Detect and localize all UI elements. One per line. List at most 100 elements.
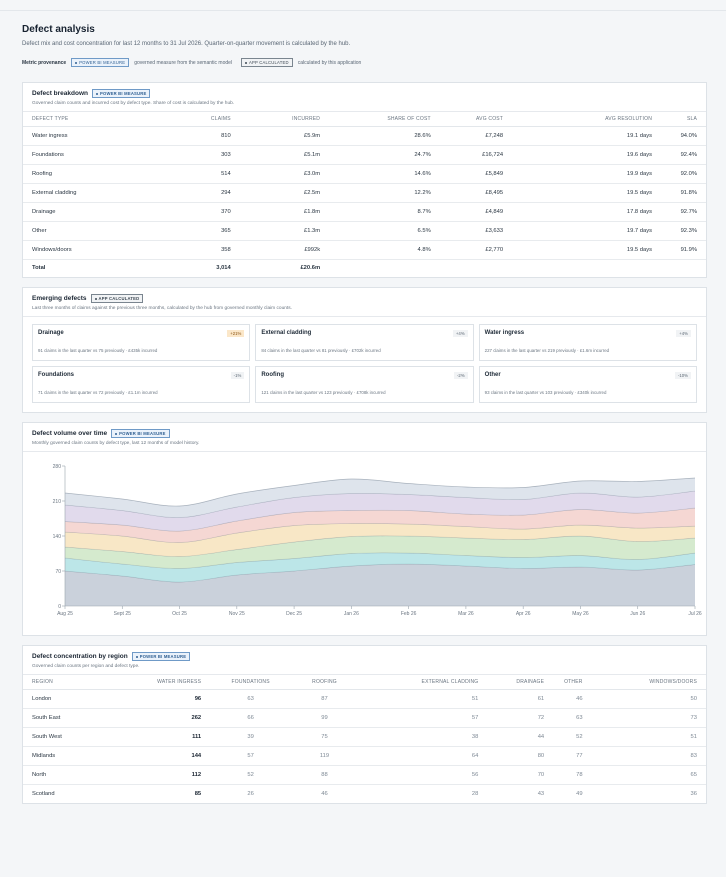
table-cell: 85 (194, 790, 202, 797)
x-tick-label: Nov 25 (229, 611, 245, 617)
table-cell: 83 (588, 746, 706, 766)
table-row: Roofing 514 £3.0m 14.6% £5,849 19.9 days 92.0% (23, 164, 706, 184)
table-cell: 92.3% (657, 221, 706, 241)
table-cell (325, 259, 436, 277)
column-header: CLAIMS (150, 112, 236, 127)
table-cell: Water ingress (23, 126, 151, 146)
table-cell: 28.6% (325, 126, 436, 146)
table-cell: 64 (354, 746, 485, 766)
column-header: DEFECT TYPE (23, 112, 151, 127)
table-cell: 50 (588, 689, 706, 709)
table-row: North 112 52 88 56 70 78 65 (23, 765, 706, 785)
change-badge: -2% (454, 372, 468, 379)
table-cell: 77 (550, 746, 589, 766)
table-cell: 61 (484, 689, 551, 709)
table-cell: 65 (588, 765, 706, 785)
table-row: External cladding 294 £2.5m 12.2% £8,495 19.5… (23, 183, 706, 203)
table-row: Scotland 85 26 46 28 43 49 36 (23, 784, 706, 803)
table-cell: 24.7% (325, 145, 436, 165)
x-tick-label: Jan 26 (344, 611, 359, 617)
badge-label: APP CALCULATED (98, 296, 140, 301)
provenance-label: Metric provenance (22, 59, 67, 66)
table-cell: £5,849 (435, 164, 509, 184)
table-cell: 51 (588, 727, 706, 747)
metric-provenance: Metric provenance POWER BI MEASURE gover… (22, 58, 704, 67)
table-cell (436, 259, 508, 277)
change-badge: -10% (674, 372, 691, 379)
table-row: Water ingress 810 £5.9m 28.6% £7,248 19.1 day… (23, 126, 706, 146)
emerging-item-name: External cladding (261, 330, 312, 336)
table-header-row: REGION WATER INGRESS FOUNDATIONS ROOFING EXT… (23, 675, 706, 690)
table-cell: 63 (550, 708, 589, 728)
table-cell: 73 (588, 708, 706, 728)
table-cell: 8.7% (325, 202, 436, 222)
volume-subtitle: Monthly governed claim counts by defect … (32, 441, 200, 446)
table-cell: 119 (294, 746, 355, 766)
table-cell: 6.5% (325, 221, 436, 241)
table-cell: 294 (150, 183, 236, 203)
table-cell: 3,014 (216, 265, 231, 272)
table-cell: South West (23, 727, 135, 747)
x-tick-label: Aug 25 (57, 611, 73, 617)
table-cell: £2,770 (435, 240, 509, 260)
region-title: Defect concentration by region (32, 653, 128, 660)
emerging-item-name: Roofing (261, 372, 284, 378)
table-cell: 75 (294, 727, 355, 747)
x-tick-label: Jun 26 (630, 611, 645, 617)
column-header: EXTERNAL CLADDING (354, 675, 485, 690)
table-cell: 49 (576, 790, 583, 797)
table-cell: 38 (354, 727, 485, 747)
table-cell: London (23, 689, 135, 709)
table-row: Foundations 303 £5.1m 24.7% £16,724 19.6 days… (23, 145, 706, 165)
table-cell: 43 (537, 790, 545, 797)
table-cell: 92.0% (657, 164, 706, 184)
app-calculated-badge: APP CALCULATED (90, 294, 144, 303)
area-series-6 (65, 478, 695, 518)
y-tick-label: 140 (53, 534, 62, 540)
table-cell: Drainage (23, 202, 151, 222)
table-cell: 92.7% (657, 202, 706, 222)
table-cell: 57 (354, 708, 485, 728)
dot-icon (245, 61, 248, 64)
region-table: REGION WATER INGRESS FOUNDATIONS ROOFING EXT… (23, 675, 706, 803)
table-cell: 72 (484, 708, 551, 728)
emerging-item-note: 71 claims in the last quarter vs 72 prev… (38, 390, 158, 395)
defect-breakdown-table: DEFECT TYPE CLAIMS INCURRED SHARE OF COST AV… (23, 112, 706, 277)
y-tick-label: 210 (53, 499, 62, 505)
table-cell: 94.0% (657, 126, 706, 146)
table-cell: Windows/doors (23, 240, 151, 260)
table-cell: 46 (550, 689, 589, 709)
table-row: Midlands 144 57 119 64 80 77 83 (23, 746, 706, 766)
card-title: Emerging defects APP CALCULATED (32, 294, 697, 303)
table-cell: 26 (247, 790, 254, 797)
column-header: WATER INGRESS (134, 675, 208, 690)
table-cell: Scotland (32, 790, 55, 797)
card-header: Defect volume over time POWER BI MEASURE… (23, 423, 706, 452)
table-cell: £2.5m (235, 183, 326, 203)
defect-volume-card: Defect volume over time POWER BI MEASURE… (22, 422, 707, 636)
table-cell: 88 (294, 765, 355, 785)
table-cell: 80 (484, 746, 551, 766)
column-header: AVG COST (435, 112, 509, 127)
table-cell: 144 (134, 746, 208, 766)
y-tick-label: 0 (58, 604, 61, 610)
emerging-item-name: Drainage (38, 330, 64, 336)
column-header: AVG RESOLUTION (508, 112, 658, 127)
column-header: FOUNDATIONS (207, 675, 295, 690)
dot-icon (94, 297, 97, 300)
table-cell: 51 (354, 689, 485, 709)
column-header: INCURRED (235, 112, 326, 127)
table-cell: 303 (150, 145, 236, 165)
area-series-1 (65, 552, 695, 583)
emerging-item-note: 121 claims in the last quarter vs 123 pr… (261, 390, 386, 395)
table-cell: 19.1 days (508, 126, 658, 146)
table-cell: £3.0m (235, 164, 326, 184)
table-cell: 14.6% (325, 164, 436, 184)
x-tick-label: Oct 25 (172, 611, 187, 617)
top-bar (0, 0, 726, 11)
chart-wrap: 0 70 140 210 280 Aug 25 Sept 25 Oct 25 Nov 25 Dec… (23, 452, 706, 635)
table-cell: 44 (484, 727, 551, 747)
table-cell: 12.2% (325, 183, 436, 203)
app-calculated-desc: calculated by this application (297, 59, 362, 66)
table-cell: 19.9 days (508, 164, 658, 184)
